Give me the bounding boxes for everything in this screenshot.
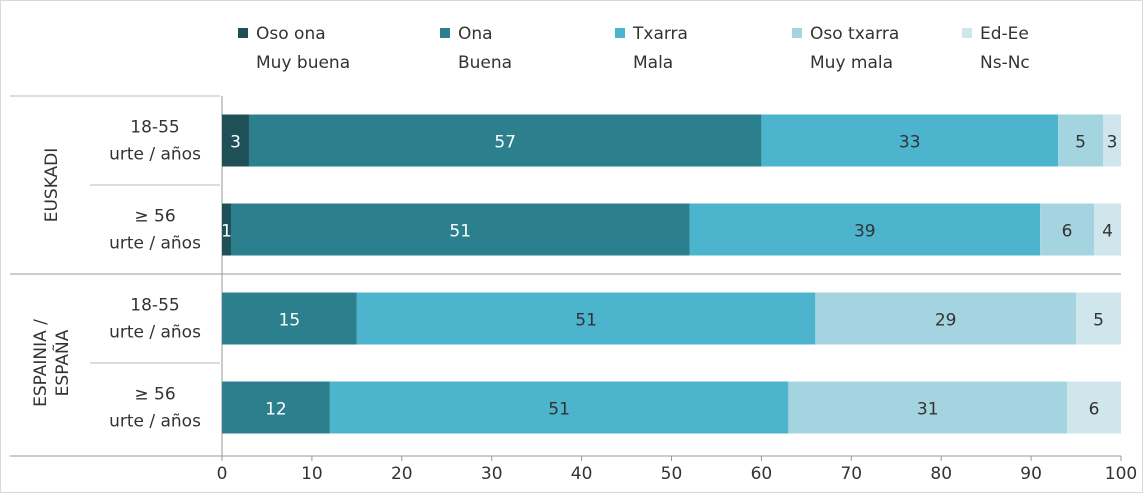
legend-label: Ona [458,24,493,44]
legend-label: Muy buena [256,53,350,73]
data-label: 31 [917,400,939,420]
legend-label: Ed-Ee [980,24,1029,44]
data-label: 6 [1089,400,1100,420]
legend-label: Txarra [632,24,688,44]
data-label: 4 [1102,222,1113,242]
y-tick-label: urte / años [109,412,201,432]
x-tick-label: 40 [571,464,593,484]
group-label: ESPAÑA [51,329,73,396]
bar-segment [329,381,789,434]
y-tick-label: urte / años [109,145,201,165]
data-label: 33 [899,133,921,153]
legend-swatch [615,28,625,38]
group-label: EUSKADI [42,148,62,223]
y-tick-label: urte / años [109,323,201,343]
bar-segment [222,381,330,434]
bar-segment [222,292,357,345]
data-label: 5 [1075,133,1086,153]
legend-swatch [792,28,802,38]
bar-segment [689,203,1041,256]
y-tick-label: urte / años [109,234,201,254]
legend-label: Muy mala [810,53,893,73]
data-label: 57 [494,133,516,153]
x-tick-label: 30 [481,464,503,484]
data-label: 29 [935,311,957,331]
bar-segment [1040,203,1095,256]
y-tick-label: ≥ 56 [134,385,175,405]
bar-segment [761,114,1059,167]
bar-segment [1058,114,1104,167]
bar-segment [356,292,816,345]
bar-segment [230,203,690,256]
bar-segment [815,292,1077,345]
legend-label: Buena [458,53,512,73]
bar-segment [1094,203,1121,256]
x-tick-label: 50 [661,464,683,484]
bar-segment [788,381,1068,434]
data-label: 1 [221,222,232,242]
legend-label: Oso txarra [810,24,899,44]
data-label: 5 [1093,311,1104,331]
x-tick-label: 90 [1020,464,1042,484]
legend-label: Mala [633,53,673,73]
data-label: 6 [1062,222,1073,242]
y-tick-label: 18-55 [130,118,179,138]
x-tick-label: 0 [217,464,228,484]
bar-segment [222,203,231,256]
x-tick-label: 60 [751,464,773,484]
legend-swatch [238,28,248,38]
legend-swatch [962,28,972,38]
bar-segment [222,114,249,167]
data-label: 51 [449,222,471,242]
legend-swatch [440,28,450,38]
data-label: 3 [230,133,241,153]
bar-segment [1067,381,1121,434]
bar-segment [1076,292,1121,345]
data-label: 12 [265,400,287,420]
data-label: 51 [575,311,597,331]
legend-label: Ns-Nc [980,53,1030,73]
y-tick-label: ≥ 56 [134,207,175,227]
bar-segment [248,114,762,167]
bar-segment [1103,114,1121,167]
data-label: 15 [279,311,301,331]
y-tick-label: 18-55 [130,296,179,316]
x-tick-label: 70 [840,464,862,484]
x-tick-label: 100 [1105,464,1137,484]
group-label: ESPAINIA / [31,319,51,407]
x-tick-label: 20 [391,464,413,484]
x-tick-label: 10 [301,464,323,484]
data-label: 51 [548,400,570,420]
x-tick-label: 80 [930,464,952,484]
data-label: 39 [854,222,876,242]
data-label: 3 [1107,133,1118,153]
legend-label: Oso ona [256,24,326,44]
